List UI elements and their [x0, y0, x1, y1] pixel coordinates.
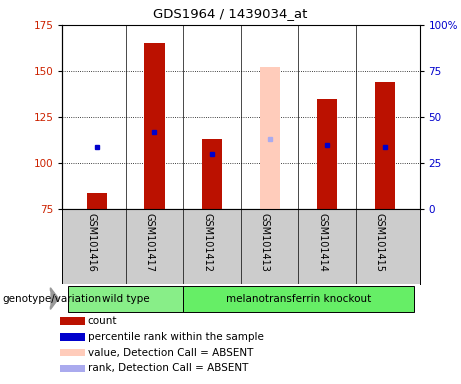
Bar — [60, 317, 85, 325]
Text: GSM101416: GSM101416 — [87, 213, 97, 272]
Bar — [60, 349, 85, 356]
Text: rank, Detection Call = ABSENT: rank, Detection Call = ABSENT — [88, 363, 248, 373]
Text: GSM101417: GSM101417 — [144, 213, 154, 272]
Bar — [68, 286, 183, 311]
Bar — [144, 43, 165, 209]
Text: GSM101412: GSM101412 — [202, 213, 212, 272]
Text: genotype/variation: genotype/variation — [2, 293, 101, 304]
Text: count: count — [88, 316, 117, 326]
FancyArrow shape — [50, 288, 59, 310]
Text: GSM101414: GSM101414 — [317, 213, 327, 272]
Text: GDS1964 / 1439034_at: GDS1964 / 1439034_at — [154, 8, 307, 20]
Text: wild type: wild type — [102, 293, 149, 304]
Bar — [260, 67, 280, 209]
Text: melanotransferrin knockout: melanotransferrin knockout — [226, 293, 371, 304]
Text: GSM101415: GSM101415 — [375, 213, 385, 272]
Bar — [183, 286, 414, 311]
Bar — [60, 364, 85, 372]
Text: value, Detection Call = ABSENT: value, Detection Call = ABSENT — [88, 348, 253, 358]
Bar — [60, 333, 85, 341]
Text: GSM101413: GSM101413 — [260, 213, 270, 272]
Bar — [375, 82, 395, 209]
Bar — [317, 99, 337, 209]
Text: percentile rank within the sample: percentile rank within the sample — [88, 332, 264, 342]
Bar — [87, 193, 107, 209]
Bar — [202, 139, 222, 209]
